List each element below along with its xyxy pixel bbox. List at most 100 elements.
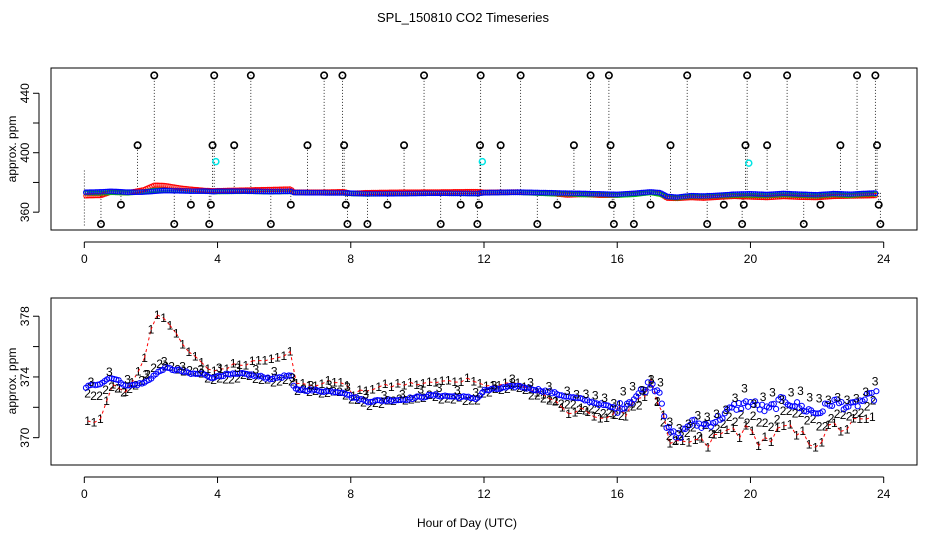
blue-point	[496, 189, 503, 196]
series-2-glyph: 2	[312, 384, 319, 398]
series-3-point	[798, 402, 805, 409]
blue-point	[344, 190, 351, 197]
outlier-point	[246, 71, 255, 80]
series-2-glyph: 2	[654, 394, 661, 408]
outlier-point	[646, 200, 655, 209]
y-tick-label: 440	[18, 83, 32, 103]
series-3-glyph: 3	[611, 397, 618, 411]
series-3-point	[194, 370, 201, 378]
blue-point	[518, 189, 525, 196]
series-3-glyph: 3	[676, 422, 683, 436]
series-3-point	[686, 421, 693, 429]
series-1-connector	[726, 427, 734, 431]
series-2-glyph: 2	[786, 404, 793, 418]
top-axes: 0 4 8 12 16 20 24 360 400 440	[18, 83, 891, 266]
blue-point	[490, 189, 497, 196]
blue-point	[510, 189, 517, 196]
series-2-glyph: 2	[792, 406, 799, 420]
series-2-glyph: 2	[600, 407, 607, 421]
blue-point	[514, 189, 521, 196]
blue-point	[644, 189, 651, 196]
blue-point	[500, 189, 507, 196]
series-3-point	[136, 380, 143, 387]
series-3-point	[649, 380, 656, 388]
series-3-glyph: 3	[844, 393, 851, 407]
bottom-plot-frame	[50, 297, 918, 466]
series-3-point	[819, 408, 826, 415]
series-1-connector	[283, 350, 291, 357]
series-1-connector	[372, 386, 379, 391]
series-1-connector	[770, 428, 778, 443]
series-2-glyph: 2	[84, 387, 91, 401]
series-3-point	[288, 372, 295, 379]
series-2-glyph: 2	[138, 373, 145, 387]
series-1-connector	[802, 430, 810, 445]
series-3-point	[768, 401, 775, 408]
series-3-point	[866, 390, 873, 397]
series-1-connector	[815, 441, 823, 448]
blue-point	[350, 190, 357, 197]
y-tick-label: 360	[18, 202, 32, 222]
series-1-connector	[530, 388, 538, 393]
outlier-point	[341, 200, 350, 209]
blue-point	[872, 190, 879, 197]
series-3-point	[493, 385, 500, 393]
outlier-point	[853, 71, 862, 80]
series-3-glyph: 3	[825, 393, 832, 407]
series-1-connector	[789, 424, 797, 436]
series-1-connector	[840, 428, 848, 432]
chart-title: SPL_150810 CO2 Timeseries	[377, 10, 549, 25]
series-1-connector	[302, 382, 310, 386]
series-3-glyph: 3	[601, 391, 608, 405]
series-1-connector	[764, 436, 772, 443]
series-3-glyph: 3	[252, 362, 259, 376]
series-2-glyph: 2	[588, 401, 595, 415]
series-2-glyph: 2	[462, 394, 469, 408]
series-1-connector	[827, 422, 835, 426]
series-3-point	[789, 403, 796, 410]
series-2-glyph: 2	[870, 393, 877, 407]
outlier-point	[569, 141, 578, 150]
outlier-point	[871, 71, 880, 80]
series-2-glyph: 2	[834, 407, 841, 421]
blue-point	[494, 189, 501, 196]
series-3-glyph: 3	[722, 403, 729, 417]
series-3-point	[267, 376, 274, 383]
series-1-connector	[732, 427, 740, 439]
series-3-glyph: 3	[620, 385, 627, 399]
series-1-connector	[157, 314, 164, 319]
series-3-glyph: 3	[106, 365, 113, 379]
series-1-connector	[365, 389, 373, 392]
series-1-connector	[429, 381, 436, 384]
outlier-point	[116, 200, 125, 209]
outlier-point	[210, 71, 219, 80]
series-2-glyph: 2	[852, 407, 859, 421]
series-3-glyph: 3	[816, 392, 823, 406]
series-3-glyph: 3	[289, 371, 296, 385]
series-2-glyph: 2	[450, 393, 457, 407]
series-2-glyph: 2	[270, 376, 277, 390]
series-2-glyph: 2	[720, 417, 727, 431]
blue-point	[160, 187, 167, 194]
blue-point	[480, 189, 487, 196]
series-2-glyph: 2	[252, 372, 259, 386]
series-1-connector	[606, 414, 614, 419]
series-2-glyph: 2	[558, 397, 565, 411]
series-2-glyph: 2	[528, 388, 535, 402]
series-3-glyph: 3	[704, 410, 711, 424]
series-1-connector	[524, 386, 531, 390]
series-1-connector	[701, 438, 709, 448]
series-3-glyph: 3	[862, 385, 869, 399]
series-3-point	[458, 393, 465, 401]
series-3-glyph: 3	[362, 388, 369, 402]
series-3-glyph: 3	[546, 380, 553, 394]
outlier-point	[150, 71, 159, 80]
y-tick-label: 370	[18, 427, 32, 447]
outlier-point	[738, 220, 747, 229]
series-2-glyph: 2	[534, 389, 541, 403]
series-2-glyph: 2	[570, 397, 577, 411]
series-1-connector	[87, 420, 95, 424]
x-tick-label: 12	[477, 487, 491, 501]
series-2-glyph: 2	[696, 430, 703, 444]
series-3-glyph: 3	[161, 355, 168, 369]
